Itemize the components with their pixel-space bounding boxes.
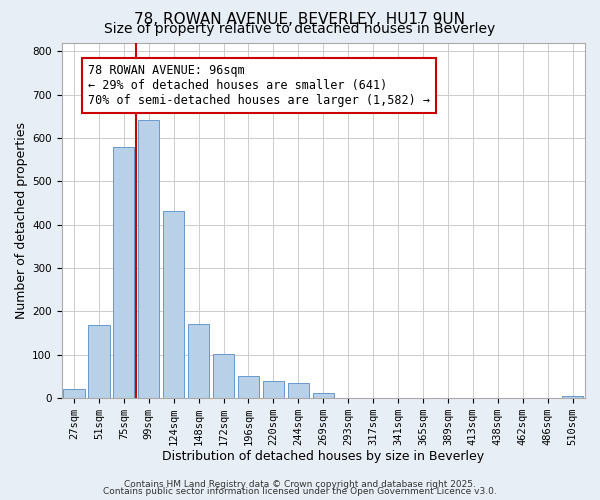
Text: Contains public sector information licensed under the Open Government Licence v3: Contains public sector information licen… [103, 487, 497, 496]
Bar [238, 376, 259, 398]
Bar [213, 354, 234, 398]
Bar [163, 211, 184, 398]
Text: 78 ROWAN AVENUE: 96sqm
← 29% of detached houses are smaller (641)
70% of semi-de: 78 ROWAN AVENUE: 96sqm ← 29% of detached… [88, 64, 430, 107]
Text: Contains HM Land Registry data © Crown copyright and database right 2025.: Contains HM Land Registry data © Crown c… [124, 480, 476, 489]
Bar [88, 326, 110, 398]
Bar [113, 148, 134, 398]
Bar [263, 381, 284, 398]
Text: 78, ROWAN AVENUE, BEVERLEY, HU17 9UN: 78, ROWAN AVENUE, BEVERLEY, HU17 9UN [134, 12, 466, 28]
Y-axis label: Number of detached properties: Number of detached properties [15, 122, 28, 319]
Bar [313, 394, 334, 398]
X-axis label: Distribution of detached houses by size in Beverley: Distribution of detached houses by size … [162, 450, 484, 462]
Bar [64, 390, 85, 398]
Bar [138, 120, 160, 398]
Bar [288, 384, 309, 398]
Bar [188, 324, 209, 398]
Text: Size of property relative to detached houses in Beverley: Size of property relative to detached ho… [104, 22, 496, 36]
Bar [562, 396, 583, 398]
